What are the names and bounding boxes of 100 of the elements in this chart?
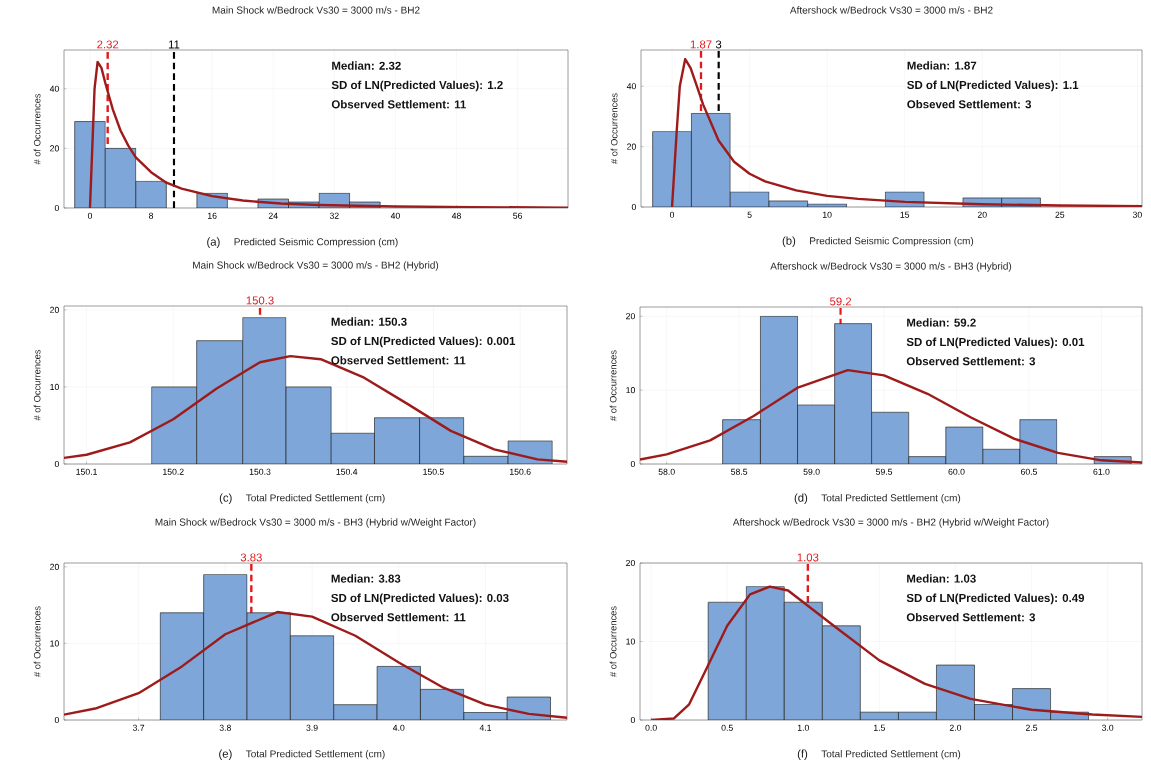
chart-title: Aftershock w/Bedrock Vs30 = 3000 m/s - BH3 (Hybrid) [770, 262, 1012, 272]
y-tick-label: 0 [630, 716, 635, 724]
y-axis-title: # of Occurrences [33, 93, 41, 165]
y-axis-title: # of Occurrences [610, 93, 618, 164]
y-tick-label: 10 [626, 638, 635, 645]
ref-line-label: 1.03 [797, 553, 819, 562]
text: (b) [782, 236, 796, 247]
x-tick-label: 0.5 [721, 724, 733, 731]
y-axis-title: # of Occurrences [33, 349, 41, 421]
x-axis-title: Total Predicted Settlement (cm) [821, 494, 961, 504]
x-tick-label: 5 [747, 211, 752, 218]
annotation: Observed Settlement: 11 [331, 356, 466, 365]
x-tick-label: 150.3 [249, 468, 271, 475]
annotation: Median: 1.03 [907, 574, 976, 583]
x-tick-label: 3.9 [306, 724, 318, 731]
y-tick-label: 10 [626, 387, 635, 394]
x-tick-label: 61.0 [1093, 468, 1110, 475]
text: (a) [207, 237, 220, 248]
x-tick-label: 24 [268, 212, 278, 219]
y-tick-label: 20 [50, 563, 59, 570]
x-tick-label: 30 [1132, 211, 1142, 218]
x-tick-label: 8 [149, 212, 154, 219]
annotation: SD of LN(Predicted Values): 0.001 [331, 336, 516, 348]
x-tick-label: 58.5 [731, 468, 748, 475]
x-tick-label: 0 [87, 212, 93, 219]
x-axis-title: Predicted Seismic Compression (cm) [234, 238, 398, 248]
x-tick-label: 60.5 [1020, 468, 1038, 475]
annotation: SD of LN(Predicted Values): 1.1 [907, 80, 1079, 92]
annotation: Obseved Settlement: 3 [907, 99, 1032, 109]
x-tick-label: 59.5 [875, 468, 893, 475]
text: (c) [219, 493, 232, 504]
x-tick-label: 2.0 [949, 724, 962, 731]
x-tick-label: 1.0 [797, 724, 809, 731]
x-tick-label: 10 [822, 211, 832, 218]
text: (f) [797, 749, 808, 760]
y-tick-label: 0 [54, 204, 59, 212]
ref-line-label: 2.32 [97, 40, 119, 49]
chart-title: Aftershock w/Bedrock Vs30 = 3000 m/s - BH2 [789, 6, 993, 14]
ref-line-label: 59.2 [830, 297, 852, 306]
annotation: SD of LN(Predicted Values): 1.2 [331, 80, 503, 92]
x-tick-label: 59.0 [803, 468, 820, 475]
x-tick-label: 25 [1055, 211, 1065, 218]
x-tick-label: 56 [513, 212, 523, 219]
x-tick-label: 150.1 [76, 468, 97, 475]
y-tick-label: 10 [50, 383, 59, 390]
annotation: Median: 59.2 [907, 318, 976, 327]
x-axis-title: Total Predicted Settlement (cm) [245, 750, 385, 760]
y-axis-title: # of Occurrences [609, 606, 617, 677]
y-tick-label: 40 [49, 85, 59, 92]
line-series [640, 368, 1143, 464]
annotation: Median: 3.83 [331, 574, 401, 583]
ref-line-label: 11 [168, 40, 180, 49]
y-tick-label: 20 [50, 145, 59, 152]
y-tick-label: 40 [626, 83, 636, 90]
x-tick-label: 3.7 [132, 724, 145, 731]
x-axis-title: Total Predicted Settlement (cm) [821, 750, 961, 760]
x-tick-label: 0 [669, 211, 675, 218]
x-tick-label: 2.5 [1025, 724, 1038, 731]
y-tick-label: 0 [54, 716, 59, 724]
annotation: Median: 2.32 [332, 61, 401, 70]
x-tick-label: 4.0 [392, 724, 405, 731]
x-tick-label: 4.1 [479, 724, 492, 731]
ref-line-label: 3 [715, 40, 722, 49]
annotation: Median: 1.87 [907, 61, 977, 70]
x-tick-label: 0.0 [645, 724, 657, 731]
x-tick-label: 60.0 [948, 468, 965, 475]
line-series [649, 585, 1143, 721]
annotation: SD of LN(Predicted Values): 0.01 [906, 337, 1085, 349]
x-tick-label: 32 [329, 212, 339, 219]
y-tick-label: 0 [54, 460, 59, 468]
x-tick-label: 3.0 [1101, 724, 1114, 731]
annotation: Observed Settlement: 11 [331, 612, 466, 622]
line-series [670, 57, 1143, 207]
text: (e) [219, 749, 232, 760]
y-tick-label: 0 [631, 203, 636, 211]
chart-title: Aftershock w/Bedrock Vs30 = 3000 m/s - BH2 (Hybrid w/Weight Factor) [732, 518, 1049, 528]
x-tick-label: 16 [208, 212, 217, 219]
x-tick-label: 1.5 [874, 724, 886, 731]
ref-line-label: 150.3 [246, 296, 274, 305]
annotation: SD of LN(Predicted Values): 0.03 [331, 593, 509, 605]
x-tick-label: 20 [977, 211, 987, 218]
annotation: Median: 150.3 [331, 317, 407, 326]
x-axis-title: Predicted Seismic Compression (cm) [810, 237, 974, 247]
annotation: Observed Settlement: 3 [906, 356, 1036, 366]
y-tick-label: 0 [630, 460, 635, 468]
chart-title: Main Shock w/Bedrock Vs30 = 3000 m/s - BH2 [212, 6, 420, 14]
annotation: Observed Settlement: 11 [331, 100, 466, 109]
y-tick-label: 20 [627, 143, 636, 150]
x-tick-label: 58.0 [658, 468, 675, 475]
x-tick-label: 150.5 [423, 468, 444, 475]
ref-line-label: 3.83 [240, 553, 262, 562]
ref-line-label: 1.87 [690, 40, 712, 49]
annotation: SD of LN(Predicted Values): 0.49 [906, 593, 1085, 605]
line-series [64, 354, 568, 463]
y-axis-title: # of Occurrences [33, 606, 41, 677]
y-axis-title: # of Occurrences [609, 350, 617, 421]
x-tick-label: 150.4 [336, 468, 358, 475]
x-tick-label: 150.6 [510, 468, 531, 475]
y-tick-label: 10 [50, 640, 59, 647]
y-tick-label: 20 [626, 559, 635, 567]
